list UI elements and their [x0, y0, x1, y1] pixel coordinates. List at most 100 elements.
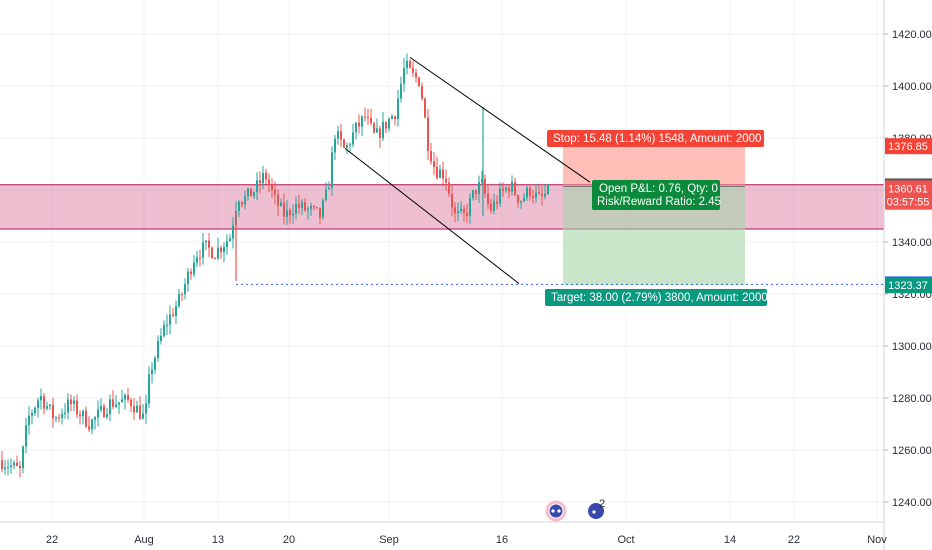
current-price-tag-bg	[885, 180, 932, 197]
candle-body	[436, 167, 438, 178]
stop-price-tag-bg	[885, 138, 932, 155]
x-tick-label: 22	[46, 534, 58, 546]
candle-body	[376, 128, 378, 133]
stop-zone[interactable]	[563, 146, 745, 187]
x-tick-label: Oct	[617, 534, 634, 546]
channel-lower-line[interactable]	[344, 148, 520, 284]
candle-body	[469, 198, 471, 217]
candle-body	[151, 369, 153, 375]
candle-body	[106, 414, 108, 418]
candle-body	[97, 409, 99, 418]
candle-body	[58, 417, 60, 419]
candle-body	[274, 190, 276, 195]
candle-body	[385, 121, 387, 129]
candle-body	[205, 240, 207, 243]
candle-body	[421, 86, 423, 99]
candle-body	[142, 413, 144, 419]
candle-body	[535, 192, 537, 198]
candle-body	[403, 68, 405, 84]
candle-body	[322, 200, 324, 218]
candle-body	[109, 399, 111, 415]
candle-body	[370, 117, 372, 124]
candle-body	[364, 116, 366, 118]
candle-body	[52, 404, 54, 419]
candle-body	[430, 150, 432, 162]
candle-body	[115, 404, 117, 407]
candle-body	[85, 410, 87, 427]
candle-body	[490, 203, 492, 212]
pnl-label-text: Open P&L: 0.76, Qty: 0	[599, 183, 718, 195]
candle-body	[28, 415, 30, 426]
candle-body	[94, 417, 96, 420]
candle-body	[256, 180, 258, 193]
notification-badge-icon[interactable]	[588, 503, 604, 519]
candle-body	[253, 192, 255, 197]
ratio-label-text: Risk/Reward Ratio: 2.45	[597, 196, 721, 208]
candle-body	[499, 188, 501, 204]
candle-body	[295, 203, 297, 214]
candle-body	[487, 193, 489, 204]
candle-body	[202, 242, 204, 258]
x-tick-label: Aug	[134, 534, 154, 546]
candle-body	[136, 405, 138, 413]
candle-body	[358, 122, 360, 127]
currency-badge-icon[interactable]	[545, 500, 567, 522]
candle-body	[331, 152, 333, 188]
stop-label-box[interactable]	[547, 130, 764, 147]
candle-body	[184, 284, 186, 295]
candle-body	[160, 335, 162, 342]
candle-body	[493, 201, 495, 212]
candle-body	[73, 400, 75, 404]
target-label-text: Target: 38.00 (2.79%) 3800, Amount: 2000	[551, 292, 768, 304]
candle-body	[172, 314, 174, 317]
candle-body	[118, 402, 120, 405]
candle-body	[346, 145, 348, 148]
candle-body	[529, 187, 531, 196]
candle-body	[286, 210, 288, 217]
candle-body	[145, 403, 147, 414]
candle-body	[112, 399, 114, 407]
candle-body	[169, 314, 171, 325]
candle-body	[289, 210, 291, 216]
candle-body	[382, 121, 384, 139]
candle-body	[334, 138, 336, 153]
stop-price-tag: 1376.85	[888, 141, 928, 153]
y-tick-label: 1280.00	[892, 393, 932, 405]
candle-body	[514, 182, 516, 195]
candle-body	[547, 184, 549, 194]
candle-body	[100, 406, 102, 410]
pnl-label-box[interactable]	[592, 180, 720, 210]
resistance-zone[interactable]	[0, 184, 884, 229]
candle-body	[517, 194, 519, 203]
candle-body	[1, 460, 3, 470]
candle-body	[406, 60, 408, 69]
currency-badge-core	[549, 504, 563, 518]
candle-body	[181, 293, 183, 295]
candle-body	[523, 197, 525, 202]
candle-body	[91, 419, 93, 430]
candle-body	[349, 144, 351, 146]
channel-upper-line[interactable]	[409, 56, 591, 183]
candle-body	[7, 467, 9, 469]
target-label-box[interactable]	[545, 289, 767, 306]
candle-body	[355, 122, 357, 133]
candle-body	[238, 202, 240, 212]
candle-body	[520, 201, 522, 203]
candle-body	[250, 188, 252, 197]
candle-body	[223, 247, 225, 252]
candle-body	[328, 187, 330, 190]
candle-body	[103, 406, 105, 418]
candle-body	[124, 395, 126, 400]
candle-body	[130, 399, 132, 407]
candle-body	[175, 306, 177, 317]
candle-body	[163, 324, 165, 336]
y-tick-label: 1340.00	[892, 237, 932, 249]
candle-body	[466, 212, 468, 217]
current-price-tag: 1360.61	[888, 183, 928, 195]
candle-body	[325, 189, 327, 201]
candle-body	[424, 98, 426, 118]
candle-body	[217, 247, 219, 259]
candle-body	[508, 187, 510, 192]
